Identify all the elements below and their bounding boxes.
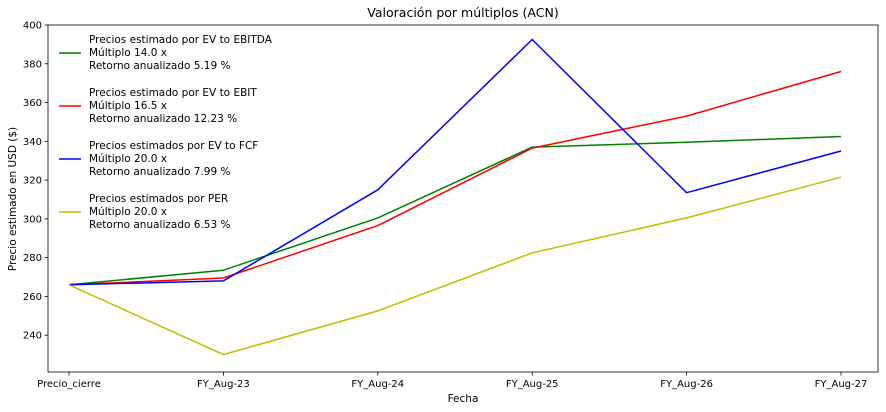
legend-label: Precios estimados por PER	[89, 193, 228, 205]
plot-area	[47, 24, 879, 373]
y-axis-title: Precio estimado en USD ($)	[7, 127, 19, 271]
x-tick-label: FY_Aug-26	[660, 379, 713, 390]
y-tick-label: 360	[23, 98, 42, 109]
series-line-1	[68, 135, 842, 286]
legend-label: Retorno anualizado 12.23 %	[89, 113, 237, 125]
legend-label: Múltiplo 16.5 x	[89, 100, 167, 112]
y-tick-label: 320	[23, 176, 42, 187]
y-tick-label: 340	[23, 137, 42, 148]
legend-label: Precios estimados por EV to FCF	[89, 140, 258, 152]
legend-label: Retorno anualizado 6.53 %	[89, 219, 230, 231]
chart-title: Valoración por múltiplos (ACN)	[367, 5, 558, 20]
y-axis-ticks: 240 260 280 300 320 340 360 380 400	[23, 21, 48, 342]
legend-label: Múltiplo 20.0 x	[89, 153, 167, 165]
x-tick-label: FY_Aug-23	[197, 379, 250, 390]
y-tick-label: 240	[23, 331, 42, 342]
y-tick-label: 380	[23, 59, 42, 70]
legend: Precios estimado por EV to EBITDAMúltipl…	[59, 34, 273, 231]
x-tick-label: FY_Aug-27	[815, 379, 868, 390]
series-lines	[68, 38, 842, 356]
x-tick-label: FY_Aug-25	[506, 379, 559, 390]
y-tick-label: 400	[23, 21, 42, 32]
legend-label: Múltiplo 14.0 x	[89, 47, 167, 59]
plot-frame	[47, 24, 879, 373]
y-tick-label: 260	[23, 292, 42, 303]
x-tick-label: FY_Aug-24	[351, 379, 404, 390]
x-tick-label: Precio_cierre	[37, 379, 101, 390]
legend-label: Precios estimado por EV to EBIT	[89, 87, 257, 99]
y-tick-label: 280	[23, 253, 42, 264]
series-line-2	[68, 70, 842, 286]
x-axis-title: Fecha	[448, 393, 479, 405]
x-axis-ticks: Precio_cierre FY_Aug-23 FY_Aug-24 FY_Aug-25…	[37, 372, 867, 390]
series-line-4	[68, 176, 842, 356]
legend-label: Retorno anualizado 5.19 %	[89, 60, 230, 72]
y-tick-label: 300	[23, 214, 42, 225]
legend-label: Retorno anualizado 7.99 %	[89, 166, 230, 178]
legend-label: Múltiplo 20.0 x	[89, 206, 167, 218]
series-line-3	[68, 38, 842, 286]
legend-label: Precios estimado por EV to EBITDA	[89, 34, 273, 46]
